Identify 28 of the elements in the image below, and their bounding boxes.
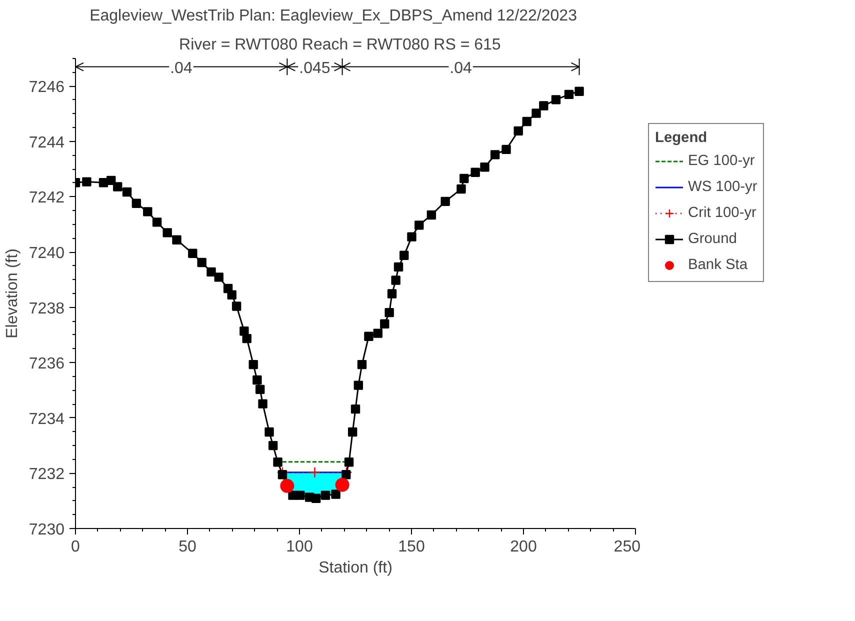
annotation: .04 — [170, 60, 192, 77]
annotation: .045 — [299, 60, 330, 77]
x-tick-label: 250 — [614, 538, 641, 556]
x-tick-label: 200 — [510, 538, 537, 556]
x-tick-label: 100 — [286, 538, 313, 556]
y-tick-label: 7242 — [28, 190, 65, 207]
legend-title: Legend — [655, 130, 708, 146]
annotation: .04 — [450, 60, 472, 77]
y-tick-label: 7240 — [28, 245, 65, 262]
y-axis-title: Elevation (ft) — [4, 248, 21, 338]
x-tick-label: 0 — [71, 538, 80, 556]
y-tick-label: 7234 — [28, 410, 65, 428]
chart-title: Eagleview_WestTrib Plan: Eagleview_Ex_DBPS_Amend 12/22/2023 — [90, 8, 578, 24]
legend-label: Bank Sta — [688, 257, 748, 273]
x-axis-title: Station (ft) — [318, 560, 392, 576]
legend-label: EG 100-yr — [688, 153, 755, 169]
y-tick-label: 7244 — [28, 134, 65, 152]
y-tick-label: 7230 — [28, 522, 65, 538]
y-tick-label: 7246 — [28, 79, 65, 96]
y-tick-label: 7236 — [28, 356, 65, 373]
x-tick-label: 50 — [178, 538, 196, 556]
legend-label: WS 100-yr — [688, 179, 758, 195]
legend-label: Ground — [688, 231, 737, 247]
chart-subtitle: River = RWT080 Reach = RWT080 RS = 615 — [179, 36, 501, 54]
y-tick-label: 7238 — [28, 300, 65, 318]
y-tick-label: 7232 — [28, 466, 65, 484]
x-tick-label: 150 — [398, 538, 425, 556]
legend-label: Crit 100-yr — [688, 205, 756, 221]
